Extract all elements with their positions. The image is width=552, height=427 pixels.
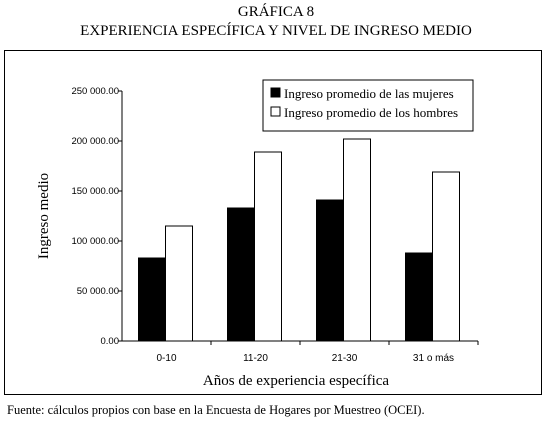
x-tick-label: 0-10 — [156, 353, 176, 364]
figure-number: GRÁFICA 8 — [237, 4, 315, 20]
bar-hombres-1 — [254, 151, 282, 342]
bars — [138, 138, 460, 342]
chart-frame — [4, 50, 542, 395]
bar-mujeres-2 — [316, 199, 344, 342]
y-axis-ticks: 0.00 50 000.00 100 000.00 150 000.00 200 000… — [71, 86, 122, 347]
legend-swatch-hombres — [270, 106, 281, 117]
y-tick-label: 250 000.00 — [71, 86, 119, 97]
bar-mujeres-1 — [227, 207, 255, 342]
y-tick-label: 150 000.00 — [71, 186, 119, 197]
bar-mujeres-0 — [138, 257, 166, 342]
bar-hombres-2 — [343, 138, 371, 342]
y-tick-label: 50 000.00 — [77, 286, 119, 297]
y-tick-label: 100 000.00 — [71, 236, 119, 247]
x-tick-label: 31 o más — [413, 353, 454, 364]
legend-box — [262, 79, 474, 132]
legend-label-mujeres: Ingreso promedio de las mujeres — [284, 86, 454, 101]
legend-swatch-mujeres — [270, 87, 281, 98]
bar-hombres-0 — [165, 225, 193, 342]
x-tick-label: 11-20 — [243, 353, 268, 364]
y-axis-label: Ingreso medio — [36, 173, 52, 259]
source-note: Fuente: cálculos propios con base en la … — [7, 403, 425, 417]
bar-hombres-3 — [432, 171, 460, 342]
x-tick-label: 21-30 — [332, 353, 358, 364]
x-axis-label: Años de experiencia específica — [203, 373, 389, 389]
legend: Ingreso promedio de las mujeres Ingreso … — [262, 79, 474, 132]
y-tick-label: 0.00 — [101, 336, 120, 347]
x-axis-ticks: 0-10 11-20 21-30 31 o más — [156, 341, 479, 364]
bar-mujeres-3 — [405, 252, 433, 342]
figure-title: EXPERIENCIA ESPECÍFICA Y NIVEL DE INGRES… — [80, 23, 472, 39]
y-tick-label: 200 000.00 — [71, 136, 119, 147]
legend-label-hombres: Ingreso promedio de los hombres — [284, 105, 458, 120]
